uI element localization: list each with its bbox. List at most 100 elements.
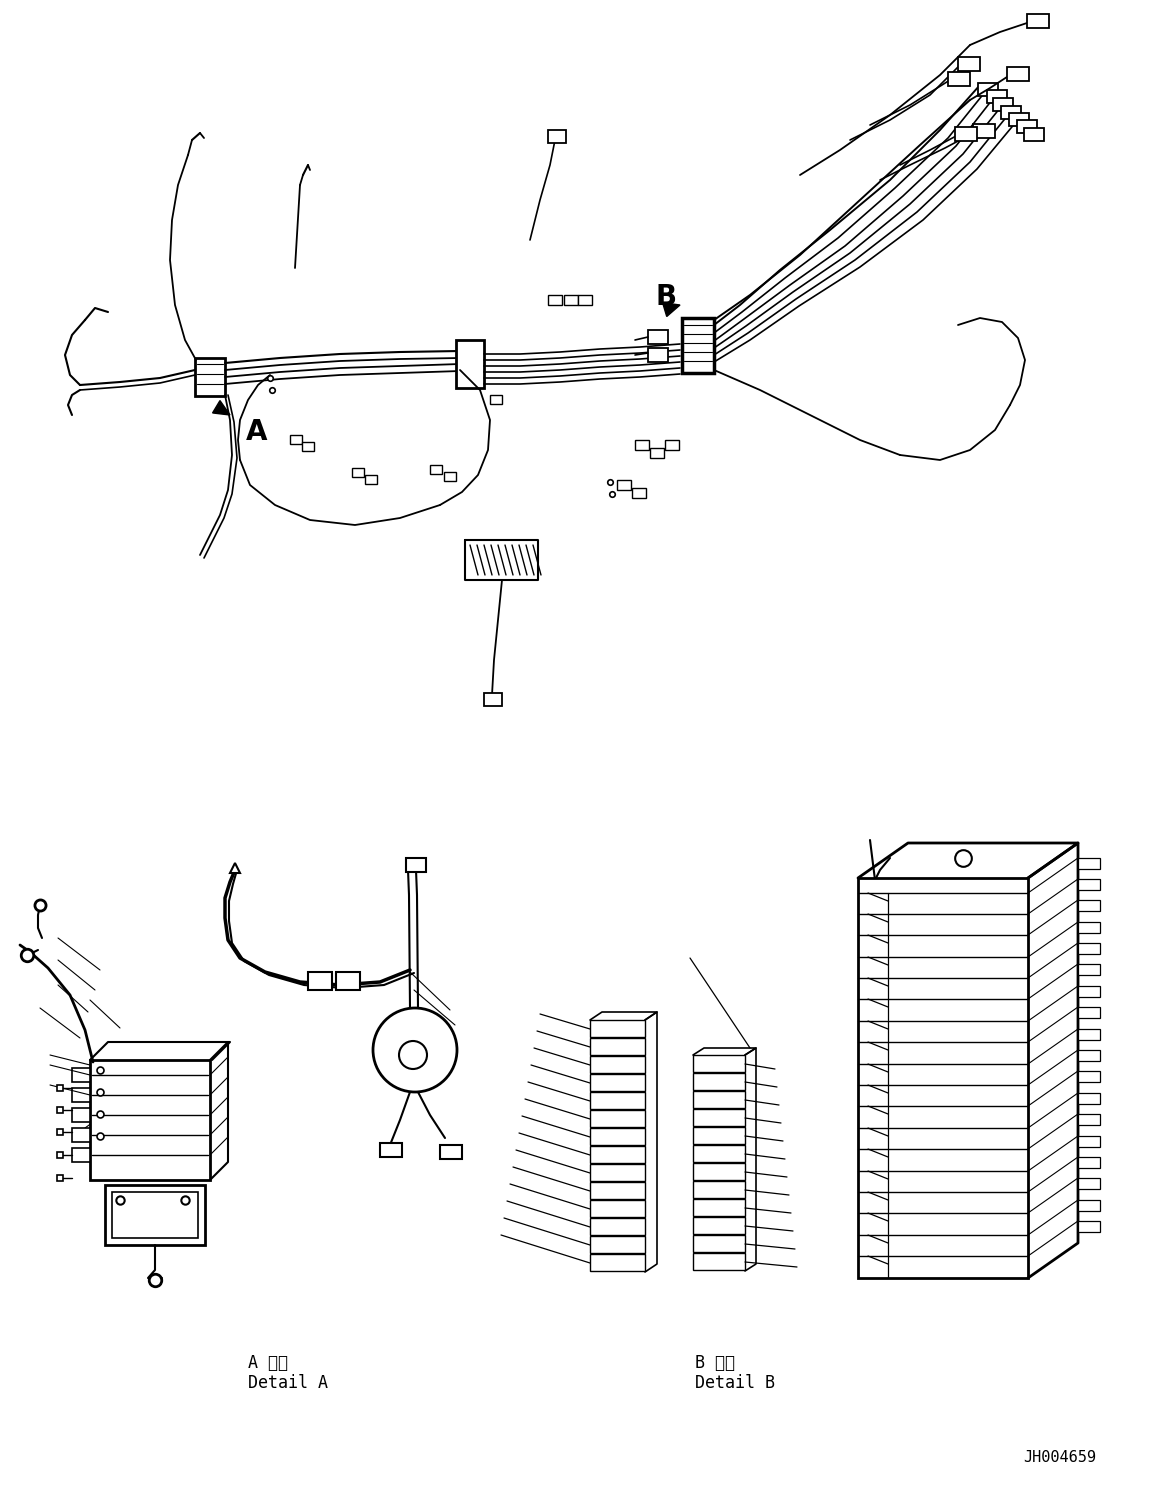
Bar (1027, 13, 1049, 28)
Bar (72, 1109, 90, 1122)
Polygon shape (213, 400, 230, 415)
Bar (693, 1109, 745, 1126)
Bar (682, 318, 714, 373)
Bar (548, 129, 566, 143)
Bar (858, 878, 1028, 1278)
Bar (693, 1073, 745, 1091)
Bar (650, 448, 664, 458)
Bar (1078, 900, 1100, 911)
Bar (693, 1144, 745, 1162)
Bar (693, 1126, 745, 1144)
Bar (693, 1199, 745, 1216)
Bar (1078, 1030, 1100, 1040)
Bar (632, 488, 645, 498)
Bar (693, 1253, 745, 1269)
Bar (1001, 106, 1021, 119)
Bar (1078, 1051, 1100, 1061)
Bar (590, 1128, 645, 1144)
Bar (564, 295, 578, 305)
Bar (590, 1219, 645, 1235)
Bar (590, 1237, 645, 1253)
Bar (1078, 1158, 1100, 1168)
Bar (1078, 1007, 1100, 1018)
Bar (490, 394, 502, 405)
Bar (444, 472, 456, 481)
Bar (590, 1092, 645, 1109)
Bar (693, 1217, 745, 1234)
Bar (590, 1164, 645, 1181)
Bar (336, 972, 361, 990)
Bar (1078, 987, 1100, 997)
Bar (590, 1056, 645, 1073)
Bar (1078, 1135, 1100, 1147)
Bar (365, 475, 377, 484)
Bar (1078, 859, 1100, 869)
Bar (1078, 1178, 1100, 1189)
Text: B 詳細: B 詳細 (695, 1354, 735, 1372)
Bar (72, 1149, 90, 1162)
Bar (693, 1055, 745, 1071)
Text: JH004659: JH004659 (1023, 1449, 1097, 1466)
Text: Detail A: Detail A (248, 1373, 328, 1391)
Bar (1023, 128, 1044, 141)
Bar (590, 1181, 645, 1199)
Text: B: B (656, 283, 677, 311)
Bar (1078, 879, 1100, 890)
Bar (430, 464, 442, 475)
Bar (590, 1146, 645, 1164)
Bar (693, 1164, 745, 1180)
Text: Detail B: Detail B (695, 1373, 775, 1391)
Bar (1078, 1115, 1100, 1125)
Bar (665, 440, 679, 449)
Bar (112, 1192, 198, 1238)
Bar (195, 359, 224, 396)
Bar (1009, 113, 1029, 126)
Bar (693, 1235, 745, 1251)
Bar (590, 1019, 645, 1037)
Bar (90, 1059, 211, 1180)
Bar (406, 859, 426, 872)
Bar (973, 124, 996, 138)
Bar (993, 98, 1013, 112)
Bar (72, 1088, 90, 1103)
Bar (958, 57, 980, 71)
Bar (352, 469, 364, 478)
Bar (693, 1181, 745, 1198)
Bar (290, 434, 302, 443)
Text: A 詳細: A 詳細 (248, 1354, 288, 1372)
Bar (72, 1068, 90, 1082)
Bar (1078, 964, 1100, 975)
Bar (648, 330, 668, 344)
Bar (1078, 943, 1100, 954)
Bar (456, 339, 484, 388)
Bar (308, 972, 331, 990)
Bar (955, 126, 977, 141)
Polygon shape (663, 302, 680, 317)
Text: A: A (247, 418, 267, 446)
Bar (105, 1184, 205, 1245)
Bar (578, 295, 592, 305)
Bar (987, 89, 1007, 103)
Bar (302, 442, 314, 451)
Bar (590, 1039, 645, 1055)
Bar (693, 1091, 745, 1109)
Bar (635, 440, 649, 449)
Bar (948, 71, 970, 86)
Bar (440, 1144, 462, 1159)
Bar (618, 481, 632, 490)
Bar (1078, 1199, 1100, 1211)
Bar (590, 1074, 645, 1091)
Bar (978, 83, 998, 97)
Bar (590, 1199, 645, 1217)
Bar (1078, 923, 1100, 933)
Bar (590, 1110, 645, 1126)
Bar (1078, 1222, 1100, 1232)
Bar (72, 1128, 90, 1141)
Bar (1078, 1094, 1100, 1104)
Bar (484, 693, 502, 705)
Bar (1007, 67, 1029, 80)
Bar (590, 1254, 645, 1271)
Bar (548, 295, 562, 305)
Bar (380, 1143, 402, 1158)
Bar (1016, 121, 1037, 132)
